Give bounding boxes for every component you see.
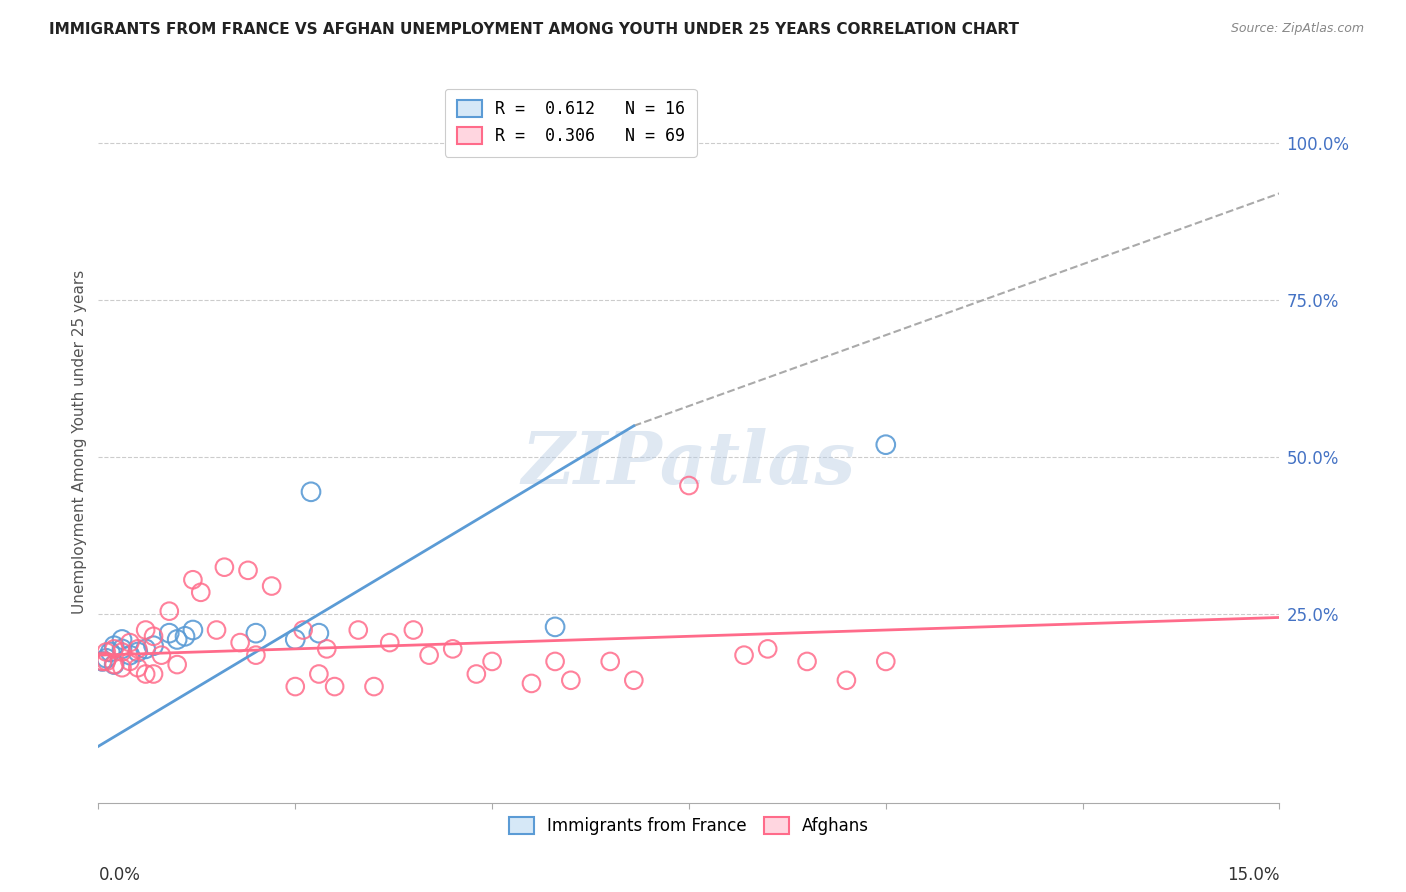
Point	[733, 648, 755, 662]
Point	[118, 655, 141, 669]
Point	[520, 676, 543, 690]
Point	[142, 639, 165, 653]
Point	[190, 585, 212, 599]
Point	[142, 629, 165, 643]
Point	[166, 657, 188, 672]
Point	[127, 661, 149, 675]
Point	[229, 635, 252, 649]
Point	[91, 655, 114, 669]
Point	[796, 655, 818, 669]
Point	[599, 655, 621, 669]
Point	[157, 604, 180, 618]
Point	[166, 632, 188, 647]
Point	[103, 641, 125, 656]
Point	[118, 648, 141, 662]
Point	[181, 623, 204, 637]
Point	[363, 680, 385, 694]
Text: 0.0%: 0.0%	[98, 865, 141, 884]
Point	[544, 655, 567, 669]
Point	[135, 641, 157, 656]
Point	[103, 657, 125, 672]
Legend: Immigrants from France, Afghans: Immigrants from France, Afghans	[499, 807, 879, 845]
Point	[835, 673, 858, 688]
Point	[323, 680, 346, 694]
Point	[111, 645, 134, 659]
Point	[142, 667, 165, 681]
Point	[544, 620, 567, 634]
Point	[441, 641, 464, 656]
Point	[623, 136, 645, 150]
Point	[299, 484, 322, 499]
Point	[103, 657, 125, 672]
Point	[118, 635, 141, 649]
Point	[308, 626, 330, 640]
Point	[96, 655, 118, 669]
Point	[308, 667, 330, 681]
Point	[96, 651, 118, 665]
Point	[623, 673, 645, 688]
Point	[98, 645, 121, 659]
Point	[127, 641, 149, 656]
Point	[875, 438, 897, 452]
Point	[174, 629, 197, 643]
Point	[284, 680, 307, 694]
Point	[402, 623, 425, 637]
Text: IMMIGRANTS FROM FRANCE VS AFGHAN UNEMPLOYMENT AMONG YOUTH UNDER 25 YEARS CORRELA: IMMIGRANTS FROM FRANCE VS AFGHAN UNEMPLO…	[49, 22, 1019, 37]
Point	[127, 645, 149, 659]
Text: Source: ZipAtlas.com: Source: ZipAtlas.com	[1230, 22, 1364, 36]
Point	[150, 648, 173, 662]
Point	[205, 623, 228, 637]
Point	[181, 573, 204, 587]
Point	[756, 641, 779, 656]
Point	[481, 655, 503, 669]
Text: 15.0%: 15.0%	[1227, 865, 1279, 884]
Point	[465, 667, 488, 681]
Point	[111, 641, 134, 656]
Point	[236, 563, 259, 577]
Point	[347, 623, 370, 637]
Point	[418, 648, 440, 662]
Point	[214, 560, 236, 574]
Text: ZIPatlas: ZIPatlas	[522, 428, 856, 499]
Point	[135, 667, 157, 681]
Point	[245, 626, 267, 640]
Point	[292, 623, 315, 637]
Y-axis label: Unemployment Among Youth under 25 years: Unemployment Among Youth under 25 years	[72, 269, 87, 614]
Point	[284, 632, 307, 647]
Point	[260, 579, 283, 593]
Point	[378, 635, 401, 649]
Point	[678, 478, 700, 492]
Point	[875, 655, 897, 669]
Point	[157, 626, 180, 640]
Point	[315, 641, 337, 656]
Point	[245, 648, 267, 662]
Point	[103, 639, 125, 653]
Point	[111, 661, 134, 675]
Point	[91, 655, 114, 669]
Point	[96, 645, 118, 659]
Point	[135, 623, 157, 637]
Point	[111, 632, 134, 647]
Point	[560, 673, 582, 688]
